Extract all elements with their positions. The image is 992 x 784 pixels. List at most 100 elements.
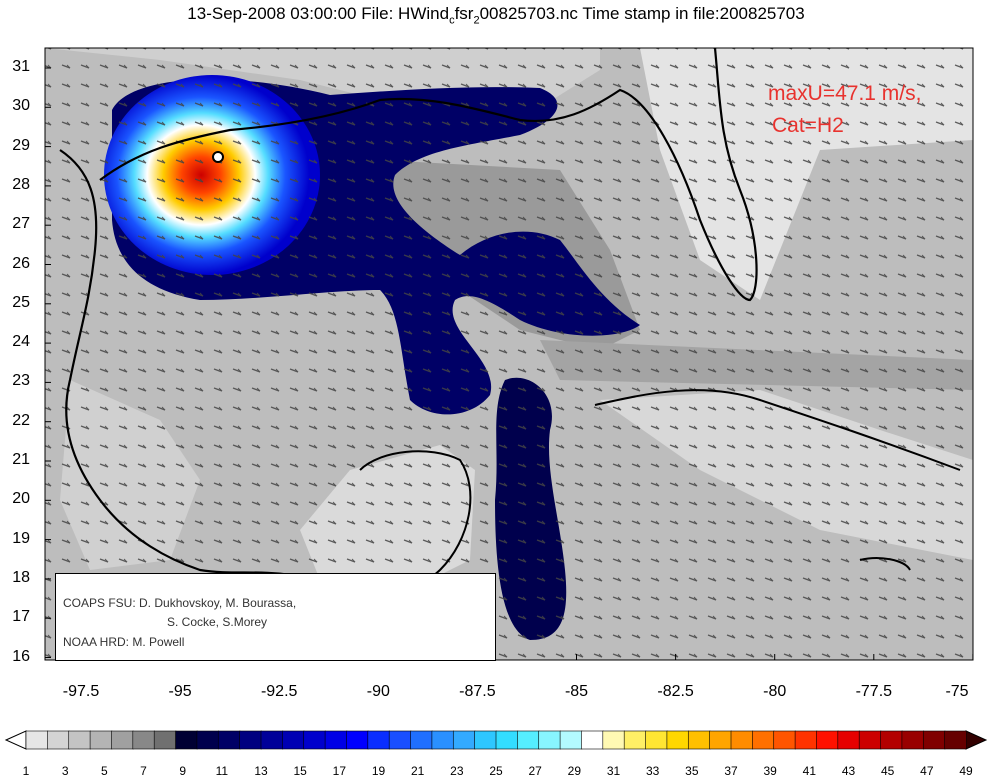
colorbar-cell — [837, 730, 860, 750]
colorbar-cell — [111, 730, 134, 750]
lat-label: 31 — [12, 58, 30, 75]
lon-label: -75 — [945, 683, 969, 700]
wind-speed-field — [45, 48, 973, 660]
colorbar-cell — [47, 730, 70, 750]
lat-label: 22 — [12, 411, 30, 429]
colorbar-cell — [538, 730, 561, 750]
lat-label: 25 — [12, 293, 30, 311]
lon-label: -80 — [763, 683, 787, 700]
colorbar-cell — [752, 730, 775, 750]
colorbar — [4, 730, 988, 750]
lat-label: 30 — [12, 97, 30, 115]
colorbar-cell — [89, 730, 113, 750]
lat-label: 16 — [12, 647, 30, 665]
colorbar-label: 9 — [179, 764, 186, 778]
colorbar-label: 43 — [841, 764, 856, 778]
lat-tick-marks — [45, 67, 51, 658]
colorbar-label: 39 — [763, 764, 777, 778]
colorbar-label: 37 — [724, 764, 738, 778]
lat-label: 18 — [12, 568, 30, 586]
colorbar-label: 25 — [489, 764, 503, 778]
colorbar-cell — [217, 730, 241, 750]
colorbar-cell — [944, 730, 967, 750]
colorbar-cell — [196, 730, 220, 750]
colorbar-label: 17 — [332, 764, 346, 778]
colorbar-cell — [687, 730, 711, 750]
colorbar-label: 7 — [140, 764, 147, 778]
lon-label: -77.5 — [855, 683, 893, 700]
colorbar-cell — [239, 730, 262, 750]
colorbar-cell — [367, 730, 390, 750]
colorbar-cell — [816, 730, 839, 750]
colorbar-cell — [324, 730, 348, 750]
colorbar-cell — [132, 730, 155, 750]
colorbar-label: 23 — [450, 764, 464, 778]
colorbar-cell — [794, 730, 818, 750]
colorbar-cell — [773, 730, 796, 750]
colorbar-min-arrow — [4, 730, 27, 750]
colorbar-cell — [559, 730, 583, 750]
lon-label: -82.5 — [657, 683, 694, 700]
colorbar-label: 19 — [371, 764, 386, 778]
category-annotation: Cat=H2 — [772, 114, 844, 137]
colorbar-max-arrow — [965, 730, 988, 750]
lon-label: -92.5 — [260, 683, 298, 700]
colorbar-label: 49 — [959, 764, 973, 778]
colorbar-cell — [153, 730, 177, 750]
colorbar-cell — [452, 730, 476, 750]
colorbar-cell — [495, 730, 519, 750]
lon-label: -85 — [564, 683, 589, 700]
colorbar-cell — [175, 730, 198, 750]
lat-label: 19 — [12, 529, 30, 547]
colorbar-label: 5 — [100, 764, 108, 778]
colorbar-label: 13 — [254, 764, 268, 778]
colorbar-cell — [431, 730, 455, 750]
colorbar-label: 33 — [645, 764, 660, 778]
colorbar-cell — [880, 730, 903, 750]
lat-label: 26 — [12, 254, 30, 272]
credit-box: COAPS FSU: D. Dukhovskoy, M. Bourassa, S… — [55, 573, 496, 661]
colorbar-cell — [709, 730, 732, 750]
colorbar-label: 45 — [880, 764, 895, 778]
colorbar-cell — [922, 730, 946, 750]
credit-line-2: S. Cocke, S.Morey — [167, 615, 268, 629]
colorbar-cell — [410, 730, 433, 750]
lat-label: 27 — [12, 215, 30, 233]
lat-label: 17 — [12, 608, 30, 626]
colorbar-cell — [858, 730, 882, 750]
lat-label: 23 — [12, 372, 30, 390]
colorbar-cell — [730, 730, 754, 750]
lat-label: 21 — [12, 451, 30, 468]
colorbar-label: 21 — [410, 764, 425, 778]
colorbar-cell — [303, 730, 326, 750]
colorbar-label: 27 — [528, 764, 542, 778]
credit-line-1: COAPS FSU: D. Dukhovskoy, M. Bourassa, — [63, 596, 297, 610]
colorbar-label: 29 — [567, 764, 581, 778]
colorbar-label: 47 — [920, 764, 934, 778]
colorbar-cell — [581, 730, 604, 750]
lon-label: -95 — [168, 683, 192, 700]
lat-label: 28 — [12, 175, 30, 193]
colorbar-cell — [68, 730, 91, 750]
lat-label: 29 — [12, 136, 30, 154]
lon-label: -87.5 — [459, 683, 496, 700]
colorbar-cell — [25, 730, 49, 750]
colorbar-cell — [517, 730, 540, 750]
colorbar-cell — [901, 730, 925, 750]
colorbar-label: 1 — [22, 764, 30, 778]
lon-label: -97.5 — [62, 683, 100, 700]
map-title: 13-Sep-2008 03:00:00 File: HWindcfsr2008… — [187, 4, 805, 27]
colorbar-cell — [602, 730, 625, 750]
colorbar-label: 41 — [802, 764, 816, 778]
credit-line-3: NOAA HRD: M. Powell — [63, 635, 185, 649]
colorbar-cell — [666, 730, 690, 750]
colorbar-cell — [346, 730, 369, 750]
colorbar-label: 15 — [293, 764, 307, 778]
colorbar-cell — [260, 730, 284, 750]
colorbar-cell — [623, 730, 647, 750]
lon-label: -90 — [366, 683, 390, 700]
colorbar-label: 31 — [606, 764, 621, 778]
colorbar-label: 35 — [685, 764, 699, 778]
colorbar-label: 3 — [61, 764, 69, 778]
